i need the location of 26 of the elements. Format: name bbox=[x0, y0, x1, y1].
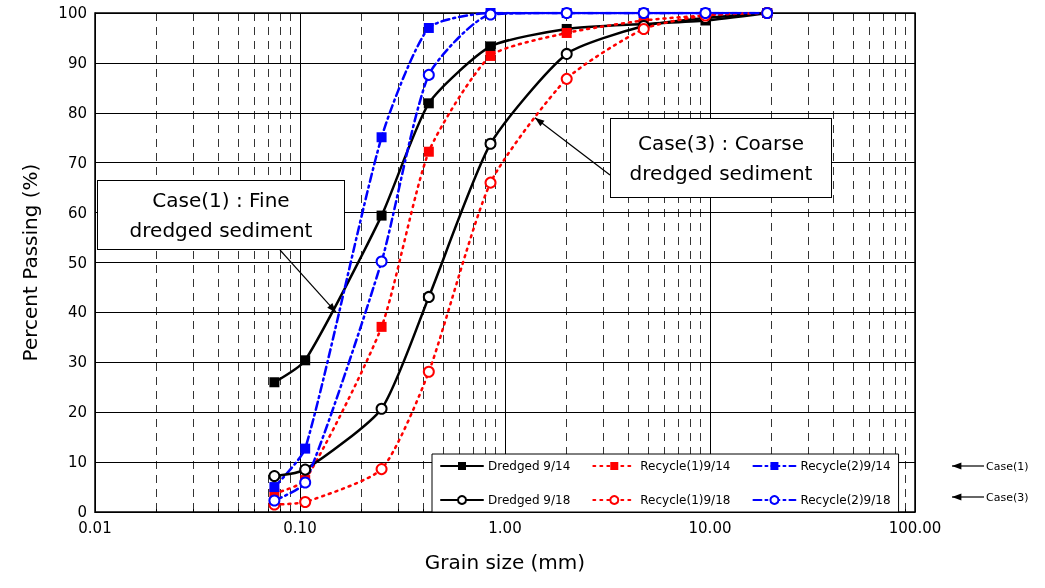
x-tick-label: 0.01 bbox=[78, 518, 112, 537]
y-tick-label: 60 bbox=[67, 203, 87, 222]
y-axis-title: Percent Passing (%) bbox=[18, 163, 42, 362]
x-tick-label: 0.10 bbox=[283, 518, 317, 537]
y-tick-label: 0 bbox=[77, 503, 87, 521]
y-tick-label: 90 bbox=[67, 53, 87, 72]
x-tick-label: 100.00 bbox=[888, 518, 942, 537]
legend-label: Dredged 9/14 bbox=[488, 459, 571, 473]
legend-label: Recycle(2)9/14 bbox=[800, 459, 891, 473]
x-tick-label: 1.00 bbox=[488, 518, 522, 537]
y-tick-label: 30 bbox=[67, 353, 87, 372]
legend-label: Dredged 9/18 bbox=[488, 493, 571, 507]
text: Case(3) bbox=[986, 490, 1029, 504]
legend-label: Recycle(2)9/18 bbox=[800, 493, 891, 507]
legend-label: Recycle(1)9/18 bbox=[640, 493, 731, 507]
y-tick-label: 20 bbox=[67, 403, 87, 422]
y-tick-label: 80 bbox=[67, 103, 87, 122]
x-tick-label: 10.00 bbox=[688, 518, 732, 537]
x-axis-title: Grain size (mm) bbox=[424, 550, 586, 574]
y-tick-label: 70 bbox=[67, 153, 87, 172]
y-tick-label: 50 bbox=[67, 253, 87, 272]
y-tick-label: 100 bbox=[58, 4, 87, 22]
y-tick-label: 40 bbox=[67, 303, 87, 322]
y-tick-label: 10 bbox=[67, 453, 87, 472]
legend-label: Recycle(1)9/14 bbox=[640, 459, 731, 473]
text: Case(1) bbox=[986, 459, 1029, 473]
